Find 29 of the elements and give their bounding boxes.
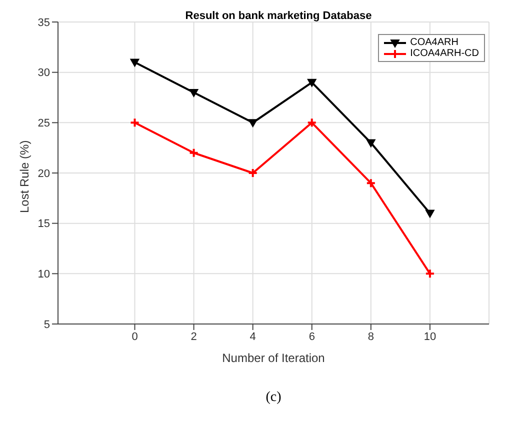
y-tick-label: 15 [38, 218, 50, 230]
point [425, 210, 434, 218]
legend-label: ICOA4ARH-CD [410, 48, 479, 59]
text: (c) [264, 390, 282, 406]
x-tick-label: 6 [308, 330, 315, 343]
point [130, 58, 140, 67]
y-tick-label: 35 [38, 16, 50, 29]
y-tick-label: 30 [38, 67, 50, 80]
point [188, 148, 199, 158]
x-tick-label: 8 [368, 330, 374, 343]
point [248, 168, 258, 178]
point [307, 78, 316, 87]
y-tick-label: 10 [38, 268, 50, 281]
x-tick-label: 0 [132, 330, 138, 343]
x-tick-label: 4 [250, 330, 256, 343]
legend-label: COA4ARH [410, 37, 458, 48]
chart-title: Result on bank marketing Database [184, 10, 373, 22]
point [366, 178, 376, 188]
x-tick-label: 2 [190, 330, 197, 343]
point [189, 88, 198, 97]
point [248, 119, 258, 128]
point [306, 118, 317, 128]
y-tick-label: 5 [44, 318, 50, 331]
point [366, 139, 376, 148]
x-tick-label: 10 [424, 330, 436, 343]
y-axis-title: Lost Rule (%) [17, 140, 32, 213]
y-tick-label: 25 [38, 118, 50, 130]
y-tick-label: 20 [38, 168, 50, 180]
x-axis-title: Number of Iteration [222, 351, 325, 365]
